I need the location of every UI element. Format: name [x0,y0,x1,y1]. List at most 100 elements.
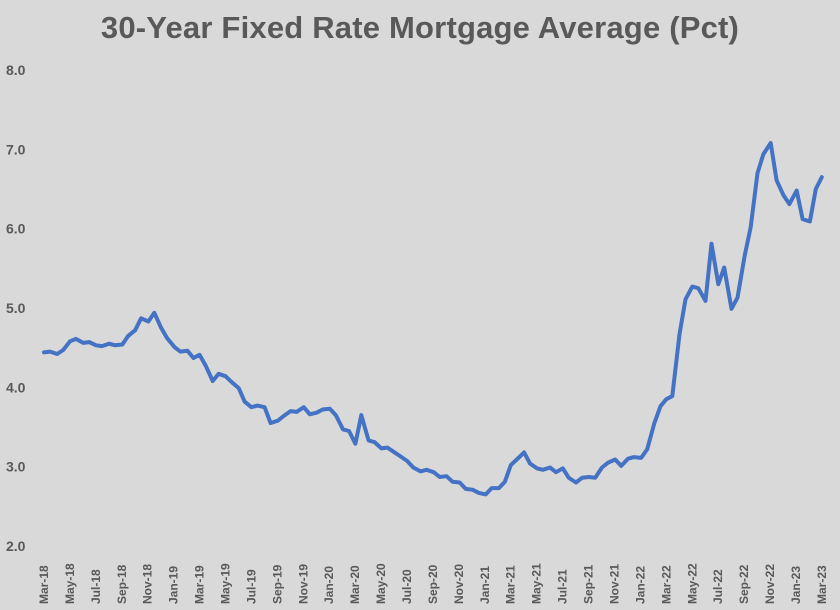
data-point [217,372,221,376]
data-point [814,187,818,191]
data-point [289,409,293,413]
data-point [444,474,449,478]
data-point [683,297,688,301]
x-tick-label: May-21 [530,563,544,604]
data-point [424,468,429,472]
data-point [197,353,202,357]
data-point [165,336,169,340]
data-point [172,345,176,349]
x-tick-label: Jan-19 [167,566,181,604]
data-point [664,397,668,401]
data-point [535,466,539,470]
data-point [749,225,753,229]
data-point [593,476,597,480]
data-point [722,265,726,270]
y-tick-label: 4.0 [6,379,26,395]
data-point [735,296,740,300]
x-tick-label: Nov-18 [141,564,155,604]
data-point [587,475,591,479]
y-tick-label: 7.0 [6,141,26,157]
data-point [113,343,117,347]
data-point [263,405,267,409]
data-point [276,419,280,423]
data-point [55,352,59,356]
data-point [61,348,65,352]
data-point [185,349,190,353]
data-point [302,405,306,409]
data-point [490,486,494,490]
data-point [470,488,475,492]
data-point [139,316,143,320]
x-tick-label: Jan-20 [322,566,336,604]
data-point [696,286,700,290]
data-point [458,480,462,485]
x-tick-label: Jul-21 [556,569,570,604]
data-point [677,332,682,336]
data-point [820,175,824,179]
x-tick-label: Jan-22 [633,566,647,604]
data-point [321,407,325,412]
x-tick-label: Sep-18 [115,564,129,604]
data-point [159,326,163,330]
series-line [42,141,824,497]
data-point [787,202,792,206]
data-point [775,178,779,182]
data-point [554,470,558,474]
data-point [81,341,85,345]
data-point [450,480,455,484]
x-tick-label: Jul-18 [89,569,103,604]
data-point [385,446,389,450]
data-point [178,350,182,354]
data-point [367,438,371,443]
chart-title: 30-Year Fixed Rate Mortgage Average (Pct… [100,10,740,45]
data-point [709,242,714,246]
data-point [743,254,747,258]
data-point [94,343,98,347]
x-tick-label: Nov-20 [452,564,466,604]
y-tick-label: 3.0 [6,459,26,475]
data-point [393,450,397,454]
x-tick-label: May-20 [374,563,388,604]
data-point [522,450,526,454]
x-tick-label: Nov-22 [763,564,777,604]
data-point [152,311,156,315]
data-point [580,476,584,480]
data-point [203,363,207,367]
data-point [347,429,351,433]
x-tick-label: Jan-21 [478,566,492,604]
data-point [269,421,273,425]
data-point [528,461,532,466]
data-point [626,457,630,461]
x-tick-label: Sep-22 [737,564,751,604]
data-point [703,299,708,303]
x-tick-label: Sep-20 [426,564,440,604]
data-point [600,465,604,470]
data-point [398,454,403,458]
x-axis-ticks: Mar-18 May-18 Jul-18 Sep-18 Nov-18 Jan-19 Mar-… [37,563,829,604]
data-point [670,394,674,398]
data-point [729,307,734,311]
x-tick-label: Mar-19 [193,565,207,604]
data-point [107,342,111,346]
data-point [223,374,228,378]
data-point [619,464,623,468]
data-point [229,380,233,384]
x-tick-label: Sep-21 [582,564,596,604]
data-point [639,456,643,460]
data-point [295,410,299,414]
x-tick-label: Mar-22 [659,565,673,604]
data-point [308,412,312,416]
y-tick-label: 6.0 [6,221,26,237]
y-tick-label: 8.0 [6,62,26,78]
data-point [690,285,694,289]
data-point [548,465,552,470]
data-point [476,491,481,495]
data-point [561,466,565,470]
data-point [801,217,805,221]
data-point [282,414,286,418]
data-point [509,463,513,467]
data-point [755,171,760,175]
data-point [464,487,468,491]
